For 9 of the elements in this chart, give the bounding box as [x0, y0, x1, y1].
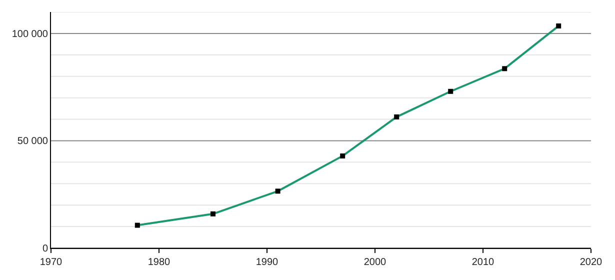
- x-tick-label: 2020: [580, 257, 603, 268]
- x-tick-label: 2000: [364, 257, 387, 268]
- y-tick-label: 50 000: [17, 136, 48, 148]
- x-tick-label: 2010: [472, 257, 495, 268]
- y-tick-label: 0: [42, 244, 48, 254]
- x-tick-label: 1970: [40, 257, 63, 268]
- x-tick-label: 1980: [148, 257, 171, 268]
- x-tick-label: 1990: [256, 257, 279, 268]
- y-tick-label: 100 000: [12, 28, 48, 40]
